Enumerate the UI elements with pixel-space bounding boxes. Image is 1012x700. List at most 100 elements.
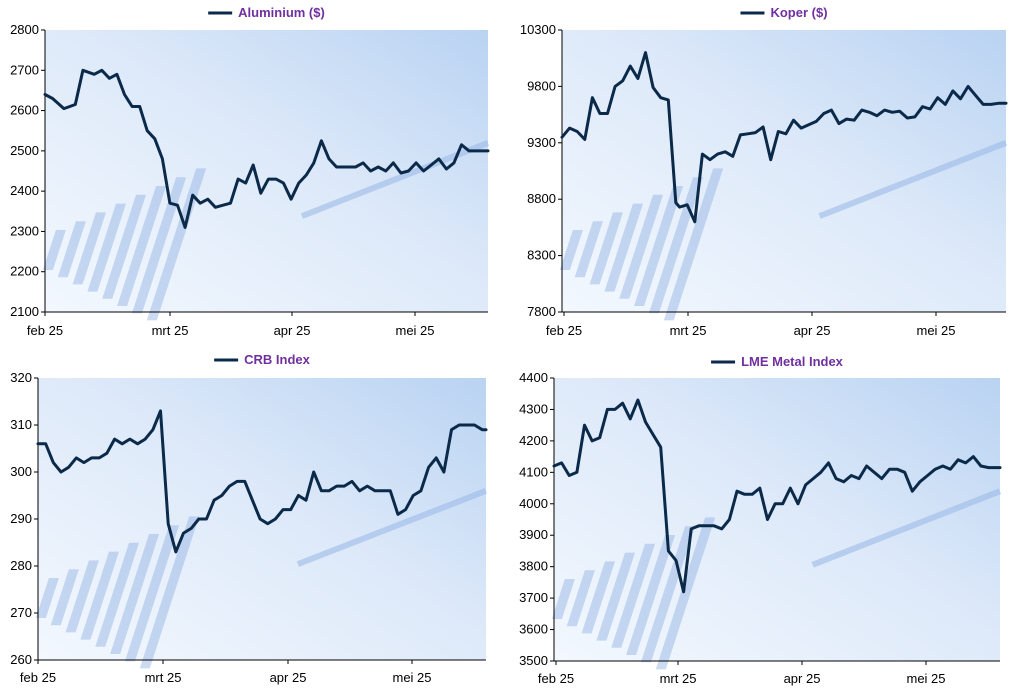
x-tick-label: feb 25 — [538, 671, 574, 686]
y-tick-label: 4300 — [519, 401, 548, 416]
background-deco-bar — [559, 230, 583, 270]
background-deco-bar — [50, 569, 79, 626]
x-tick-label: apr 25 — [784, 671, 821, 686]
y-tick-label: 3900 — [519, 527, 548, 542]
x-tick-label: apr 25 — [270, 670, 307, 685]
background-deco-bar — [80, 551, 119, 640]
y-tick-label: 8300 — [527, 248, 556, 263]
background-deco-streak — [818, 140, 1008, 219]
x-tick-label: mrt 25 — [152, 323, 189, 338]
x-tick-label: apr 25 — [794, 323, 831, 338]
series-line — [560, 51, 1008, 224]
chart-panel-koper: 10300 9800 9300 8800 8300 7800 feb 25 mrt 25 apr… — [506, 0, 1012, 348]
background-deco-bar — [139, 516, 200, 669]
y-tick-label: 320 — [10, 370, 32, 385]
background-deco-bar — [589, 212, 623, 285]
chart-aluminium-svg: 2800 2700 2600 2500 2400 2300 2200 2100 feb 25 mr… — [10, 5, 490, 338]
background-deco-bar — [604, 203, 643, 292]
background-deco-bar — [131, 177, 187, 314]
legend-label: Koper ($) — [770, 5, 827, 20]
y-tick-label: 8800 — [527, 191, 556, 206]
y-tick-label: 3700 — [519, 590, 548, 605]
y-tick-label: 4100 — [519, 464, 548, 479]
background-deco-bar — [581, 561, 615, 634]
y-tick-label: 4000 — [519, 496, 548, 511]
legend: CRB Index — [214, 352, 311, 367]
background-deco-bar — [634, 186, 684, 306]
axes: 10300 9800 9300 8800 8300 7800 feb 25 mrt 25 apr… — [520, 22, 1006, 338]
y-tick-label: 290 — [10, 511, 32, 526]
chart-panel-lme-metal-index: 4400 4300 4200 4100 4000 3900 3800 3700 3600 3500… — [506, 348, 1012, 700]
plot-background — [551, 378, 1002, 670]
y-tick-label: 260 — [10, 652, 32, 667]
x-tick-label: mei 25 — [392, 670, 431, 685]
chart-panel-crb-index: 320 310 300 290 280 270 260 feb 25 mrt 25 apr 25 m… — [0, 348, 506, 700]
y-tick-label: 3800 — [519, 559, 548, 574]
background-deco-streak — [811, 488, 1002, 568]
background-deco-bar — [663, 168, 724, 321]
chart-koper-svg: 10300 9800 9300 8800 8300 7800 feb 25 mrt 25 apr… — [520, 5, 1008, 338]
x-tick-label: apr 25 — [274, 323, 311, 338]
y-tick-label: 7800 — [527, 304, 556, 319]
y-tick-label: 2800 — [10, 22, 39, 37]
legend-label: CRB Index — [244, 352, 311, 367]
y-tick-label: 270 — [10, 605, 32, 620]
background-deco-bar — [35, 578, 59, 618]
y-tick-label: 9800 — [527, 78, 556, 93]
y-tick-label: 3600 — [519, 622, 548, 637]
background-deco-bar — [566, 570, 595, 627]
x-tick-label: feb 25 — [546, 323, 582, 338]
y-tick-label: 2400 — [10, 183, 39, 198]
background-deco-bar — [640, 526, 696, 663]
axes: 320 310 300 290 280 270 260 feb 25 mrt 25 apr 25 m… — [10, 370, 486, 685]
background-deco-bar — [117, 186, 167, 306]
y-tick-label: 4200 — [519, 433, 548, 448]
y-tick-label: 310 — [10, 417, 32, 432]
background-deco-bar — [626, 535, 676, 655]
y-tick-label: 2500 — [10, 143, 39, 158]
background-deco-bar — [57, 221, 86, 278]
y-tick-label: 4400 — [519, 370, 548, 385]
y-tick-label: 280 — [10, 558, 32, 573]
chart-panel-aluminium: 2800 2700 2600 2500 2400 2300 2200 2100 feb 25 mr… — [0, 0, 506, 348]
background-deco-bar — [102, 194, 147, 299]
series-line — [36, 409, 488, 554]
legend-label: LME Metal Index — [741, 354, 844, 369]
background-deco-bar — [611, 543, 656, 648]
plot-background — [42, 30, 490, 321]
background-deco-bar — [87, 203, 126, 292]
y-tick-label: 2700 — [10, 62, 39, 77]
series-line — [43, 68, 490, 229]
x-tick-label: mrt 25 — [145, 670, 182, 685]
legend: LME Metal Index — [711, 354, 844, 369]
background-deco-bar — [655, 517, 716, 670]
y-tick-label: 2600 — [10, 103, 39, 118]
x-tick-label: feb 25 — [27, 323, 63, 338]
y-tick-label: 2200 — [10, 264, 39, 279]
series-line — [552, 398, 1002, 594]
x-tick-label: mei 25 — [906, 671, 945, 686]
y-tick-label: 2100 — [10, 304, 39, 319]
legend-label: Aluminium ($) — [238, 5, 325, 20]
y-tick-label: 300 — [10, 464, 32, 479]
y-tick-label: 2300 — [10, 223, 39, 238]
y-tick-label: 10300 — [520, 22, 556, 37]
background-deco-bar — [95, 542, 140, 647]
background-deco-bar — [42, 230, 66, 270]
chart-crb-index-svg: 320 310 300 290 280 270 260 feb 25 mrt 25 apr 25 m… — [10, 352, 488, 685]
background-deco-bar — [72, 212, 106, 285]
chart-lme-metal-index-svg: 4400 4300 4200 4100 4000 3900 3800 3700 3600 3500… — [519, 354, 1002, 686]
axes: 4400 4300 4200 4100 4000 3900 3800 3700 3600 3500… — [519, 370, 1000, 686]
background-deco-streak — [296, 488, 488, 567]
background-deco-bar — [551, 579, 575, 619]
x-tick-label: mrt 25 — [660, 671, 697, 686]
legend: Koper ($) — [740, 5, 828, 20]
background-deco-bar — [124, 525, 180, 662]
y-tick-label: 9300 — [527, 135, 556, 150]
background-deco-bar — [596, 552, 635, 641]
background-deco-bar — [574, 221, 603, 278]
x-tick-label: mei 25 — [395, 323, 434, 338]
x-tick-label: mei 25 — [916, 323, 955, 338]
x-tick-label: mrt 25 — [670, 323, 707, 338]
x-tick-label: feb 25 — [20, 670, 56, 685]
